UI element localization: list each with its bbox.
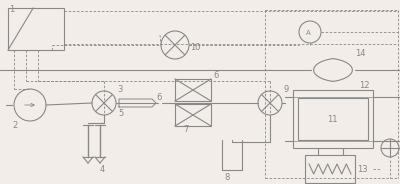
Text: 6: 6 [156, 93, 161, 102]
Bar [305, 155, 355, 183]
Text: 8: 8 [224, 173, 229, 181]
Text: 3: 3 [117, 84, 122, 93]
Bar [298, 98, 368, 140]
Text: 1: 1 [9, 6, 14, 15]
Text: A: A [306, 30, 311, 36]
Text: 4: 4 [100, 165, 105, 174]
Text: 7: 7 [183, 125, 188, 134]
Bar [175, 104, 211, 126]
Text: 2: 2 [12, 121, 17, 130]
Text: 14: 14 [355, 49, 366, 59]
Text: 13: 13 [357, 164, 368, 174]
Bar [293, 90, 373, 148]
Text: 10: 10 [190, 43, 200, 52]
Text: 6: 6 [213, 72, 218, 81]
Text: 12: 12 [359, 82, 370, 91]
Text: 5: 5 [118, 109, 123, 118]
Text: 11: 11 [327, 114, 338, 123]
Text: 9: 9 [283, 84, 288, 93]
Bar [8, 8, 64, 50]
Bar [175, 79, 211, 101]
